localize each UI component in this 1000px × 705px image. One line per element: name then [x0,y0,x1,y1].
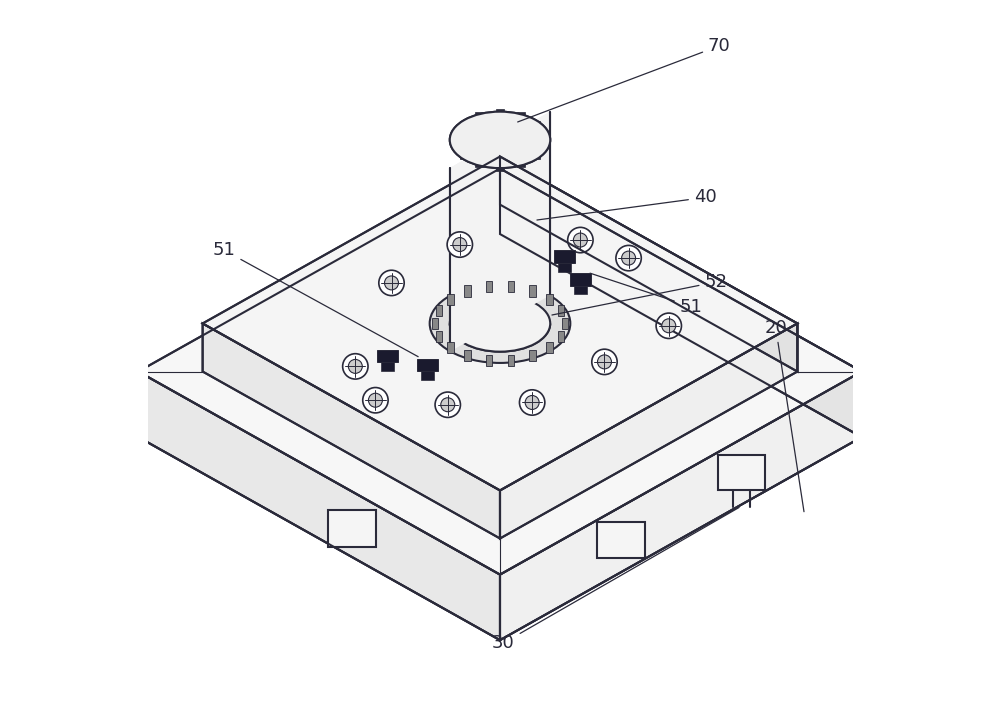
Bar [496,157,504,171]
Text: 52: 52 [552,273,727,315]
Bar [464,350,471,362]
Polygon shape [500,168,862,437]
Ellipse shape [430,284,570,363]
Polygon shape [203,157,797,491]
Text: 20: 20 [764,319,804,512]
Circle shape [385,276,398,290]
Polygon shape [450,111,550,352]
Circle shape [592,349,617,374]
Circle shape [573,233,587,247]
Bar [381,362,394,371]
Bar [570,273,591,286]
Circle shape [519,390,545,415]
Bar [436,331,442,342]
Bar [529,350,536,362]
Bar [417,359,438,372]
Polygon shape [500,324,797,539]
Circle shape [348,360,362,374]
Bar [436,305,442,317]
Polygon shape [500,157,797,372]
Bar [558,305,564,317]
Bar [475,112,483,126]
Bar [328,510,376,547]
Bar [486,355,492,366]
Circle shape [568,227,593,253]
Ellipse shape [450,111,550,168]
Bar [464,286,471,297]
Text: 40: 40 [537,188,717,220]
Bar [508,281,514,293]
Bar [496,109,504,123]
Bar [517,112,525,126]
Bar [533,121,540,135]
Text: 51: 51 [213,241,418,357]
Text: 10: 10 [0,704,1,705]
Circle shape [343,354,368,379]
Polygon shape [138,372,500,640]
Bar [562,318,568,329]
Circle shape [656,313,681,338]
Circle shape [662,319,676,333]
Ellipse shape [450,295,550,352]
Bar [432,318,438,329]
Bar [558,331,564,342]
Bar [447,342,454,353]
Polygon shape [138,168,862,575]
Bar [508,355,514,366]
Circle shape [447,232,473,257]
Circle shape [598,355,611,369]
Circle shape [368,393,382,407]
Text: 70: 70 [518,37,731,122]
Bar [546,294,553,305]
Circle shape [616,245,641,271]
Circle shape [441,398,455,412]
Bar [447,294,454,305]
Bar [517,153,525,167]
Bar [558,263,571,271]
Circle shape [435,392,460,417]
Circle shape [453,238,467,252]
Bar [454,133,462,147]
Ellipse shape [450,111,550,168]
Bar [460,145,467,159]
Bar [718,455,765,490]
Bar [546,342,553,353]
Bar [538,133,546,147]
Bar [421,372,434,380]
Polygon shape [450,111,550,352]
Polygon shape [500,372,862,640]
Bar [486,281,492,293]
Circle shape [379,270,404,295]
Polygon shape [450,111,550,352]
Ellipse shape [450,295,550,352]
Bar [460,121,467,135]
Bar [475,153,483,167]
Polygon shape [203,324,500,539]
Text: 30: 30 [492,508,739,652]
Text: 51: 51 [590,273,703,316]
Bar [597,522,645,558]
Bar [533,145,540,159]
Circle shape [525,396,539,410]
Bar [529,286,536,297]
Bar [574,286,587,294]
Bar [554,250,575,263]
Bar [377,350,398,362]
Circle shape [363,388,388,413]
Circle shape [622,251,636,265]
